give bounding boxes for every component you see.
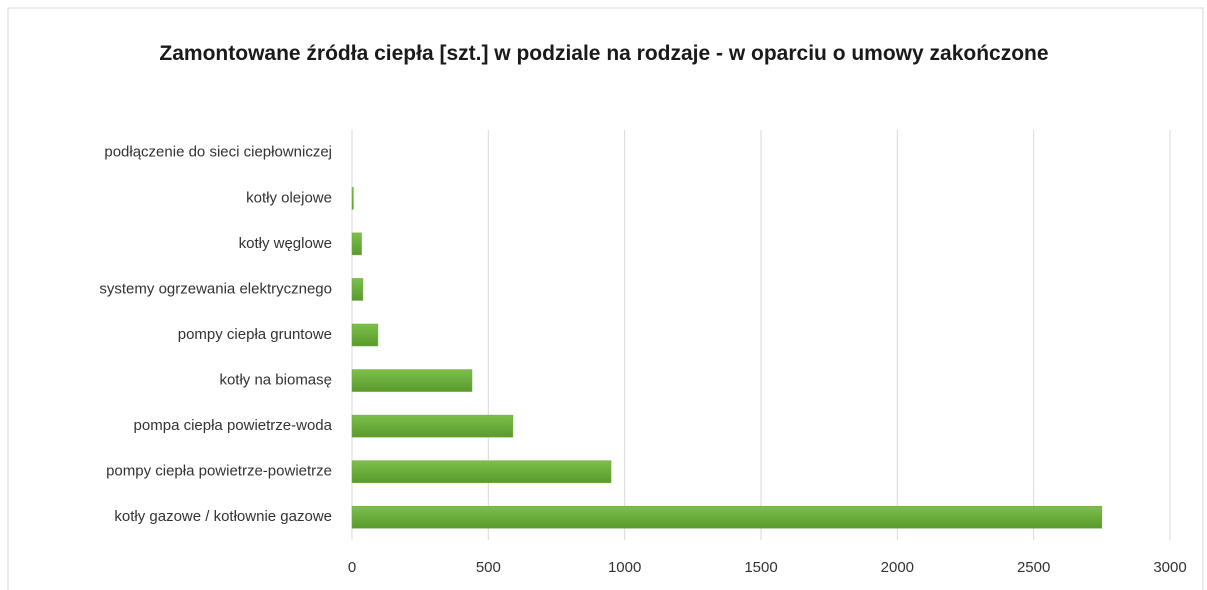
x-tick-label: 2000 xyxy=(881,559,914,576)
y-tick-label: kotły olejowe xyxy=(246,189,332,206)
bar xyxy=(351,460,612,483)
bar xyxy=(351,414,514,438)
bar xyxy=(351,278,364,301)
y-tick-label: pompa ciepła powietrze-woda xyxy=(134,417,333,434)
y-tick-label: systemy ogrzewania elektrycznego xyxy=(99,280,332,297)
bar xyxy=(351,505,1103,529)
y-tick-label: kotły węglowe xyxy=(239,235,332,252)
frame xyxy=(7,7,1204,590)
x-tick-label: 0 xyxy=(348,559,356,576)
y-tick-label: kotły gazowe / kotłownie gazowe xyxy=(114,508,332,525)
bar xyxy=(351,323,379,347)
x-tick-label: 3000 xyxy=(1153,559,1186,576)
x-tick-label: 500 xyxy=(476,559,501,576)
chart-title: Zamontowane źródła ciepła [szt.] w podzi… xyxy=(159,42,1049,65)
y-tick-label: pompy ciepła gruntowe xyxy=(178,326,332,343)
bar xyxy=(351,232,362,256)
bar xyxy=(351,369,473,392)
y-tick-label: kotły na biomasę xyxy=(219,372,332,389)
y-tick-label: pompy ciepła powietrze-powietrze xyxy=(106,463,332,480)
x-tick-label: 2500 xyxy=(1017,559,1050,576)
x-tick-label: 1500 xyxy=(744,559,777,576)
x-tick-label: 1000 xyxy=(608,559,641,576)
bar xyxy=(351,187,354,210)
y-tick-label: podłączenie do sieci ciepłowniczej xyxy=(104,144,332,161)
